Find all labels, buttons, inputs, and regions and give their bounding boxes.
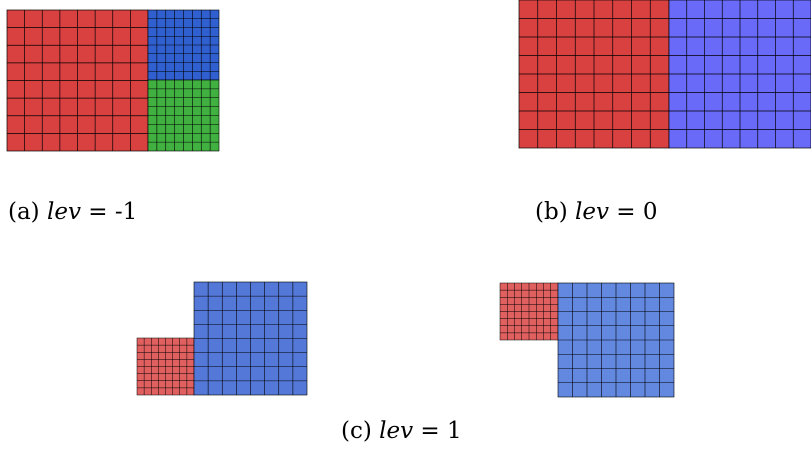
mesh-block-red-fine [136,337,195,396]
mesh-block-blue [668,0,811,149]
panel-b [518,0,811,149]
mesh-block-red [518,0,670,149]
mesh-block-blue [193,281,308,396]
caption-a: (a) lev = -1 [8,199,138,225]
mesh-block-red [6,9,149,152]
mesh-block-green [147,79,220,152]
panel-a [6,9,220,152]
mesh-block-red-fine [499,282,559,341]
panel-c-right [499,282,675,398]
caption-b: (b) lev = 0 [535,199,658,225]
caption-c: (c) lev = 1 [341,418,462,444]
panel-c-left [136,281,308,396]
mesh-block-blue [147,9,220,81]
mesh-block-blue [557,282,675,398]
